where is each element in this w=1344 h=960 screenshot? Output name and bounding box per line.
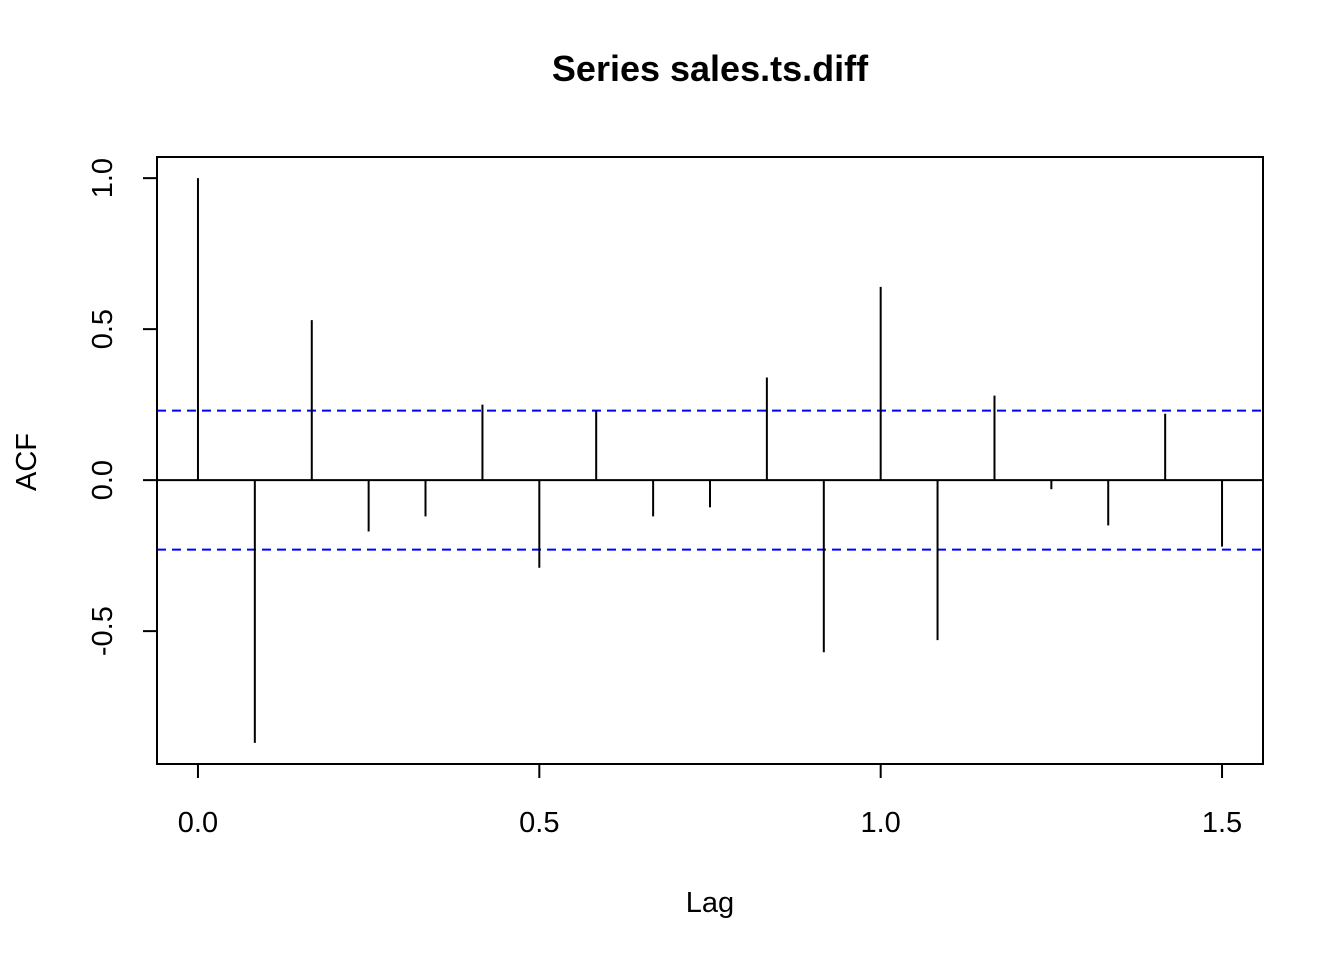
y-tick-label-0: -0.5: [87, 606, 119, 656]
chart-title: Series sales.ts.diff: [552, 48, 869, 89]
x-tick-label-2: 1.0: [861, 807, 901, 839]
y-tick-label-2: 0.5: [87, 309, 119, 349]
x-tick-label-3: 1.5: [1202, 807, 1242, 839]
plot-frame: [156, 156, 1264, 765]
x-tick-label-0: 0.0: [178, 807, 218, 839]
y-tick-label-1: 0.0: [87, 460, 119, 500]
y-axis-label: ACF: [11, 433, 43, 491]
y-tick-label-3: 1.0: [87, 158, 119, 198]
x-tick-label-1: 0.5: [519, 807, 559, 839]
x-axis-label: Lag: [686, 887, 734, 919]
